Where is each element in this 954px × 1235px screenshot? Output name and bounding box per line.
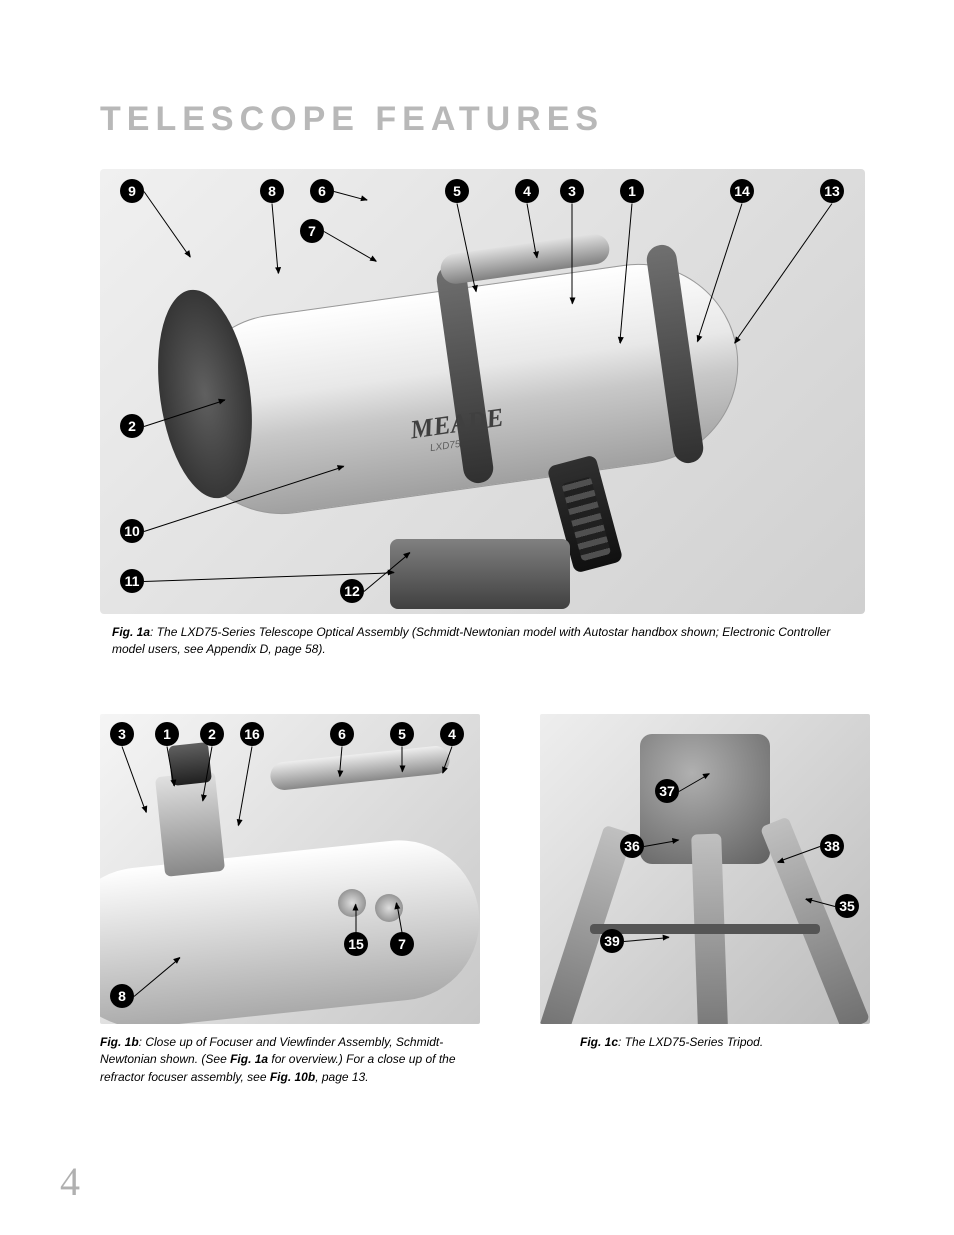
callout-39: 39 <box>600 929 624 953</box>
leader-line <box>624 937 669 942</box>
callout-13: 13 <box>820 179 844 203</box>
callout-1: 1 <box>620 179 644 203</box>
figure-1c-image: 37 36 38 35 39 <box>540 714 870 1024</box>
figure-1a-image: MEADE LXD75 9 8 6 7 5 4 3 1 14 13 <box>100 169 865 614</box>
callout-16: 16 <box>240 722 264 746</box>
leader-line <box>144 191 191 257</box>
focuser-assembly <box>155 771 225 877</box>
callout-4: 4 <box>440 722 464 746</box>
callout-2: 2 <box>120 414 144 438</box>
callout-8: 8 <box>110 984 134 1008</box>
callout-6: 6 <box>330 722 354 746</box>
leader-line <box>402 746 403 771</box>
figure-row: 3 1 2 16 6 5 4 15 7 8 <box>100 714 874 1086</box>
leader-line <box>238 746 253 825</box>
leader-line <box>122 746 147 812</box>
callout-14: 14 <box>730 179 754 203</box>
caption-label: Fig. 1c <box>580 1035 618 1049</box>
viewfinder-scope <box>269 744 451 791</box>
telescope-tube <box>100 832 480 1024</box>
page-number: 4 <box>60 1158 80 1205</box>
figure-1b-block: 3 1 2 16 6 5 4 15 7 8 <box>100 714 480 1086</box>
callout-8: 8 <box>260 179 284 203</box>
leader-line <box>272 203 279 273</box>
callout-5: 5 <box>390 722 414 746</box>
callout-1: 1 <box>155 722 179 746</box>
leader-line <box>334 191 367 201</box>
callout-36: 36 <box>620 834 644 858</box>
caption-ref: Fig. 1a <box>230 1052 268 1066</box>
figure-1c-caption: Fig. 1c: The LXD75-Series Tripod. <box>540 1034 870 1051</box>
figure-1a-caption: Fig. 1a: The LXD75-Series Telescope Opti… <box>100 624 840 659</box>
leader-line <box>324 231 376 262</box>
caption-text: : The LXD75-Series Tripod. <box>618 1035 763 1049</box>
figure-1b-caption: Fig. 1b: Close up of Focuser and Viewfin… <box>100 1034 480 1086</box>
callout-11: 11 <box>120 569 144 593</box>
figure-1a-block: MEADE LXD75 9 8 6 7 5 4 3 1 14 13 <box>100 169 874 659</box>
document-page: TELESCOPE FEATURES MEADE LXD75 9 8 6 7 5… <box>0 0 954 1235</box>
leader-line <box>734 203 832 343</box>
callout-4: 4 <box>515 179 539 203</box>
leader-line <box>356 904 357 932</box>
callout-9: 9 <box>120 179 144 203</box>
caption-label: Fig. 1a <box>112 625 150 639</box>
leader-line <box>572 204 573 304</box>
callout-2: 2 <box>200 722 224 746</box>
callout-7: 7 <box>390 932 414 956</box>
tripod-spreader <box>590 924 820 934</box>
caption-label: Fig. 1b <box>100 1035 139 1049</box>
figure-1b-image: 3 1 2 16 6 5 4 15 7 8 <box>100 714 480 1024</box>
callout-37: 37 <box>655 779 679 803</box>
caption-ref: Fig. 10b <box>270 1070 315 1084</box>
callout-3: 3 <box>110 722 134 746</box>
callout-15: 15 <box>344 932 368 956</box>
callout-10: 10 <box>120 519 144 543</box>
mount-base <box>390 539 570 609</box>
callout-5: 5 <box>445 179 469 203</box>
callout-3: 3 <box>560 179 584 203</box>
caption-text: : The LXD75-Series Telescope Optical Ass… <box>112 625 830 656</box>
callout-12: 12 <box>340 579 364 603</box>
figure-1c-block: 37 36 38 35 39 Fig. 1c: The LXD75-Series… <box>540 714 870 1086</box>
callout-6: 6 <box>310 179 334 203</box>
main-heading: TELESCOPE FEATURES <box>100 100 874 139</box>
callout-38: 38 <box>820 834 844 858</box>
callout-35: 35 <box>835 894 859 918</box>
caption-text: , page 13. <box>315 1070 368 1084</box>
callout-7: 7 <box>300 219 324 243</box>
